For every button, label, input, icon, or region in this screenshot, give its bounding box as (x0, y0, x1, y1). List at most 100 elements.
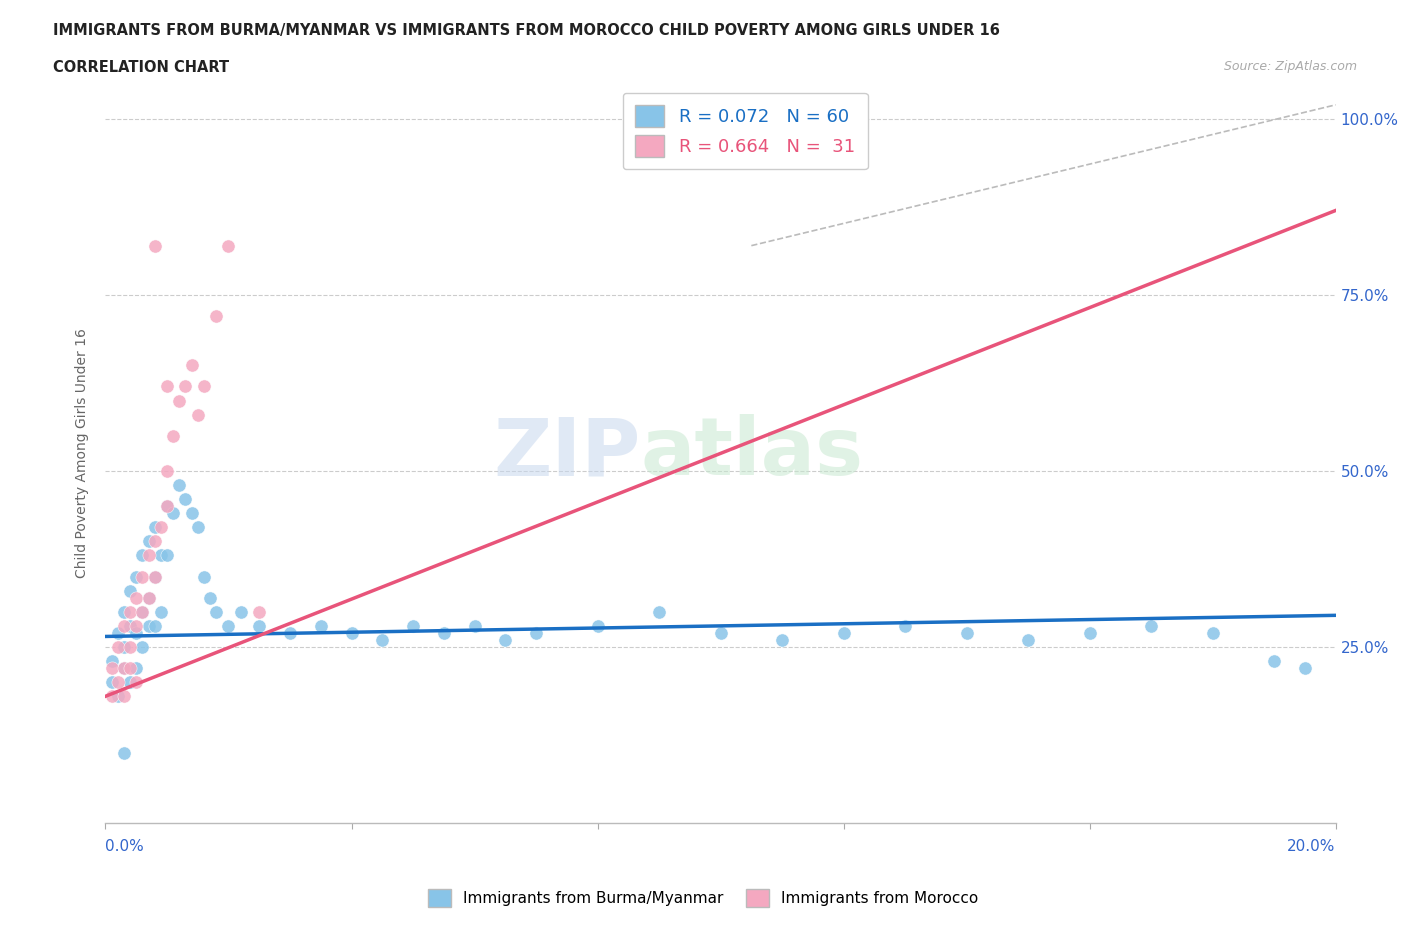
Text: CORRELATION CHART: CORRELATION CHART (53, 60, 229, 75)
Legend: Immigrants from Burma/Myanmar, Immigrants from Morocco: Immigrants from Burma/Myanmar, Immigrant… (422, 884, 984, 913)
Point (309, 618, 332, 633)
Point (193, 379, 215, 394)
Point (112, 660, 135, 675)
Point (143, 569, 166, 584)
Point (125, 626, 148, 641)
Point (156, 548, 179, 563)
Point (648, 604, 671, 619)
Point (278, 626, 301, 641)
Point (169, 393, 191, 408)
Point (832, 626, 855, 641)
Text: atlas: atlas (641, 415, 863, 492)
Point (340, 626, 363, 641)
Point (112, 745, 135, 760)
Point (100, 660, 122, 675)
Point (131, 548, 153, 563)
Point (143, 618, 166, 633)
Point (1294, 660, 1316, 675)
Point (402, 618, 425, 633)
Point (125, 618, 148, 633)
Point (138, 591, 160, 605)
Point (174, 492, 197, 507)
Point (464, 618, 486, 633)
Point (956, 626, 979, 641)
Point (1263, 654, 1285, 669)
Point (100, 654, 122, 669)
Point (143, 520, 166, 535)
Point (162, 506, 184, 521)
Point (112, 660, 135, 675)
Point (180, 358, 202, 373)
Point (120, 583, 141, 598)
Point (125, 675, 148, 690)
Point (218, 238, 240, 253)
Point (100, 675, 122, 690)
Point (120, 660, 141, 675)
Text: 0.0%: 0.0% (105, 839, 145, 854)
Point (138, 534, 160, 549)
Point (131, 640, 153, 655)
Point (524, 626, 547, 641)
Text: Source: ZipAtlas.com: Source: ZipAtlas.com (1223, 60, 1357, 73)
Point (120, 675, 141, 690)
Point (138, 618, 160, 633)
Text: IMMIGRANTS FROM BURMA/MYANMAR VS IMMIGRANTS FROM MOROCCO CHILD POVERTY AMONG GIR: IMMIGRANTS FROM BURMA/MYANMAR VS IMMIGRA… (53, 23, 1000, 38)
Point (193, 569, 215, 584)
Point (169, 478, 191, 493)
Point (100, 689, 122, 704)
Point (180, 506, 202, 521)
Point (143, 238, 166, 253)
Point (149, 604, 172, 619)
Point (1201, 626, 1223, 641)
Point (131, 604, 153, 619)
Point (494, 632, 516, 647)
Point (229, 604, 252, 619)
Point (156, 379, 179, 394)
Point (187, 520, 209, 535)
Point (770, 632, 793, 647)
Point (205, 604, 228, 619)
Point (120, 604, 141, 619)
Point (156, 498, 179, 513)
Point (205, 309, 228, 324)
Point (371, 632, 394, 647)
Point (107, 689, 129, 704)
Point (107, 675, 129, 690)
Point (125, 591, 148, 605)
Point (586, 618, 609, 633)
Point (174, 379, 197, 394)
Point (112, 604, 135, 619)
Point (710, 626, 733, 641)
Point (247, 618, 270, 633)
Point (138, 548, 160, 563)
Point (218, 618, 240, 633)
Point (120, 618, 141, 633)
Point (162, 429, 184, 444)
Y-axis label: Child Poverty Among Girls Under 16: Child Poverty Among Girls Under 16 (76, 328, 90, 578)
Point (1140, 618, 1163, 633)
Point (112, 618, 135, 633)
Point (198, 591, 221, 605)
Point (125, 660, 148, 675)
Point (149, 548, 172, 563)
Text: 20.0%: 20.0% (1288, 839, 1336, 854)
Point (131, 569, 153, 584)
Point (138, 591, 160, 605)
Point (107, 626, 129, 641)
Point (131, 604, 153, 619)
Point (120, 640, 141, 655)
Point (149, 520, 172, 535)
Legend: R = 0.072   N = 60, R = 0.664   N =  31: R = 0.072 N = 60, R = 0.664 N = 31 (623, 93, 868, 169)
Point (247, 604, 270, 619)
Text: ZIP: ZIP (494, 415, 641, 492)
Point (112, 689, 135, 704)
Point (112, 640, 135, 655)
Point (1078, 626, 1101, 641)
Point (1017, 632, 1039, 647)
Point (143, 534, 166, 549)
Point (125, 569, 148, 584)
Point (433, 626, 456, 641)
Point (143, 569, 166, 584)
Point (107, 640, 129, 655)
Point (187, 407, 209, 422)
